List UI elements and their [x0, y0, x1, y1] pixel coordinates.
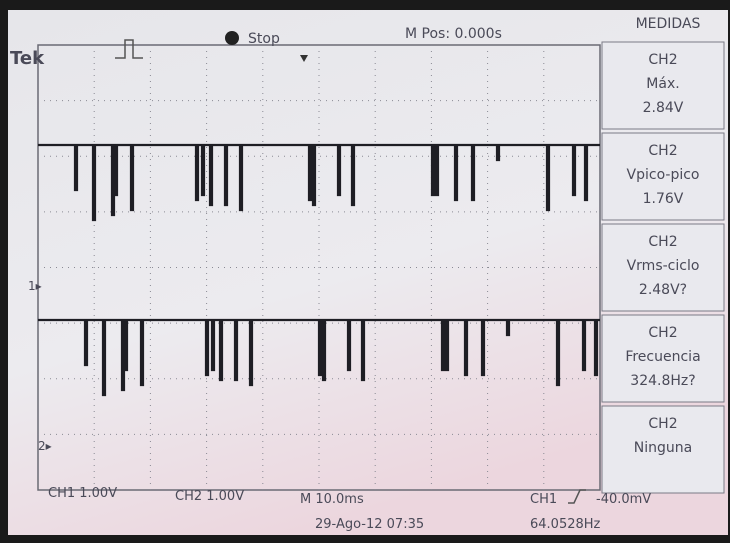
ch1-scale: CH1 1.00V	[48, 486, 117, 501]
measurement-value: 2.48V?	[639, 282, 687, 298]
trigger-level: -40.0mV	[596, 492, 651, 507]
measurement-value: 2.84V	[643, 100, 684, 116]
measurement-name: Ninguna	[634, 440, 692, 456]
run-indicator	[225, 31, 239, 45]
measurement-name: Máx.	[646, 76, 679, 92]
measurement-box	[601, 132, 725, 221]
measurement-channel: CH2	[648, 234, 677, 250]
waveforms	[38, 143, 600, 397]
ch1-marker: 1▸	[28, 279, 42, 293]
trigger-source: CH1	[530, 492, 557, 507]
measurement-box	[601, 41, 725, 130]
measurement-name: Frecuencia	[625, 349, 700, 365]
trace	[38, 143, 600, 222]
measurement-panel: CH2 Máx. 2.84V CH2 Vpico-pico 1.76V CH2 Vrms-ci…	[601, 41, 725, 494]
ch2-scale: CH2 1.00V	[175, 489, 244, 504]
measurement-name: Vpico-pico	[627, 167, 700, 183]
measurement-box	[601, 223, 725, 312]
measurement-value: 324.8Hz?	[630, 373, 695, 389]
datetime: 29-Ago-12 07:35	[315, 517, 424, 532]
timebase: M 10.0ms	[300, 492, 364, 507]
acquisition-state: Stop	[248, 31, 280, 47]
measurement-box	[601, 314, 725, 403]
trigger-icon	[115, 39, 143, 59]
measurement-value: 1.76V	[643, 191, 684, 207]
measurement-channel: CH2	[648, 325, 677, 341]
measurement-channel: CH2	[648, 416, 677, 432]
ch2-marker: 2▸	[38, 439, 52, 453]
measurement-channel: CH2	[648, 143, 677, 159]
horizontal-position: M Pos: 0.000s	[405, 26, 502, 42]
measurement-box	[601, 405, 725, 494]
trigger-slope	[568, 489, 586, 504]
trigger-frequency: 64.0528Hz	[530, 517, 601, 532]
menu-title: MEDIDAS	[636, 16, 701, 32]
measurement-name: Vrms-ciclo	[627, 258, 700, 274]
trigger-marker	[300, 55, 308, 62]
trace	[38, 318, 600, 397]
measurement-channel: CH2	[648, 52, 677, 68]
brand: Tek	[10, 48, 45, 69]
